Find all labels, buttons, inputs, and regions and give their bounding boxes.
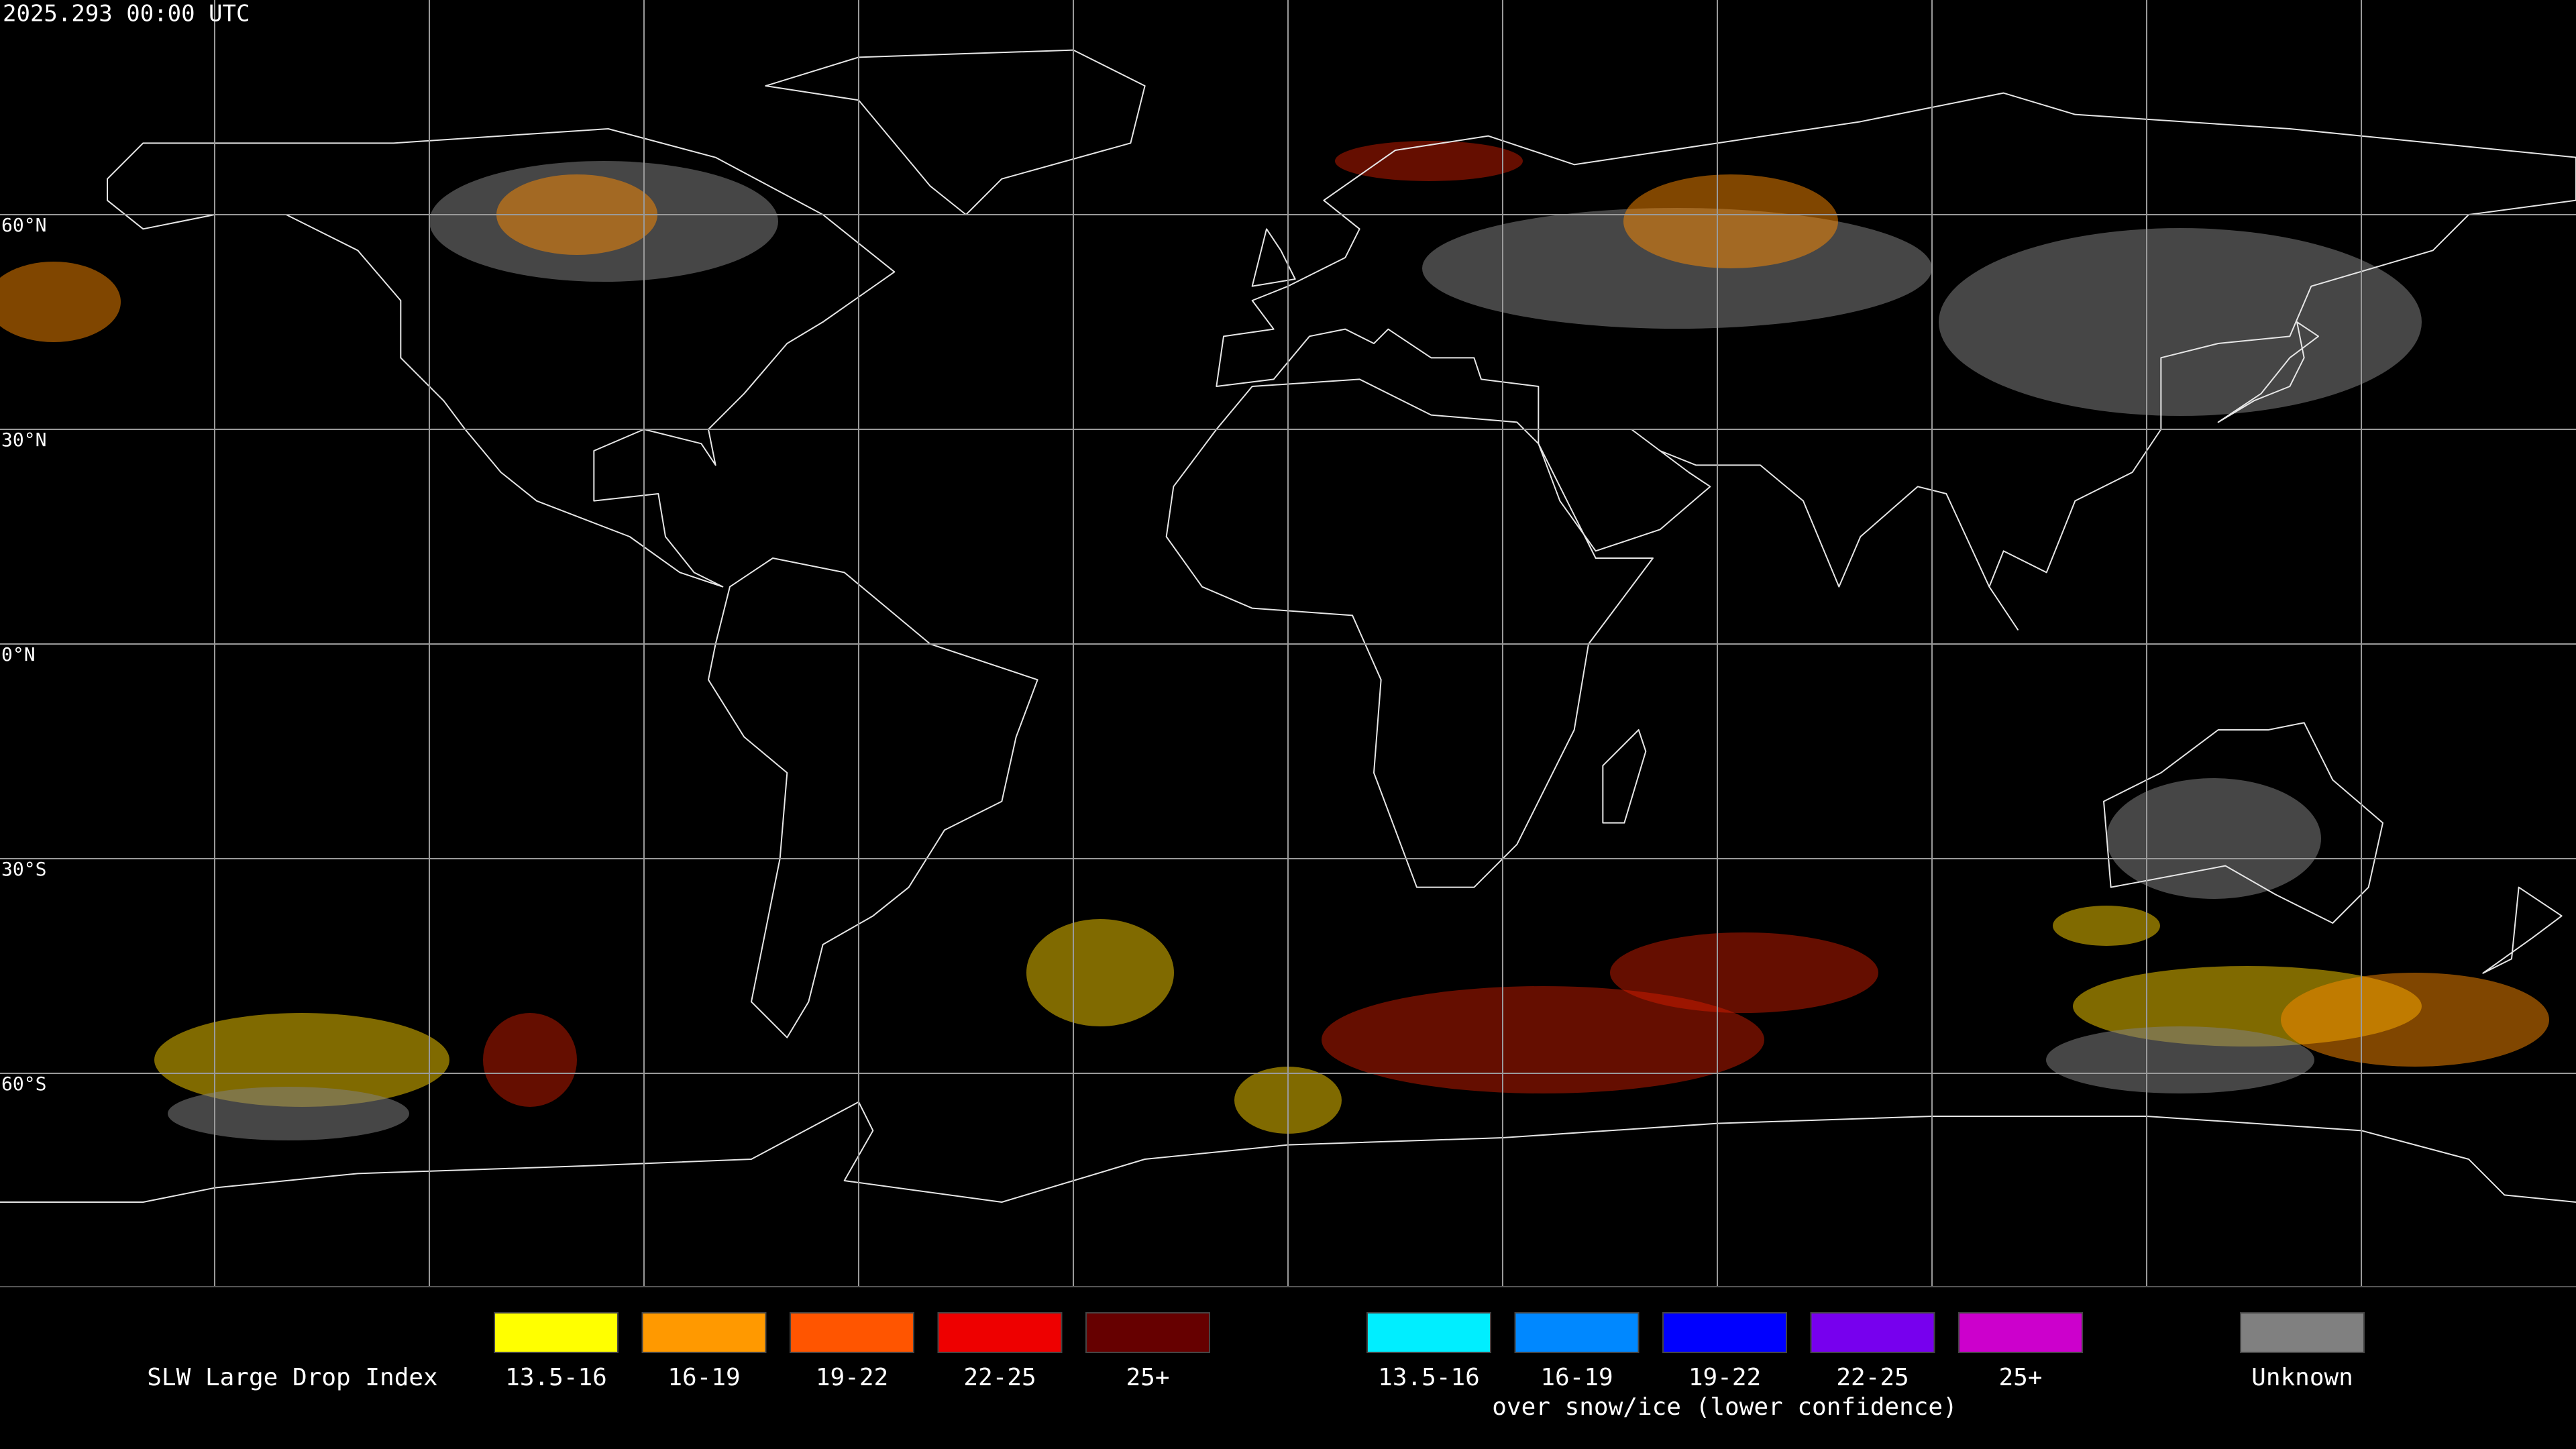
lat-label: 30°S (1, 858, 46, 880)
legend-swatch (1085, 1312, 1210, 1353)
legend-label: 19-22 (1688, 1364, 1761, 1391)
cloud-patch (2053, 906, 2160, 946)
legend-swatch (1810, 1312, 1935, 1353)
legend-title: SLW Large Drop Index (147, 1364, 437, 1391)
cloud-patch (2281, 973, 2549, 1067)
coastline (2218, 322, 2318, 422)
cloud-patch (1610, 932, 1878, 1013)
legend-swatch (1366, 1312, 1491, 1353)
coastline (1252, 229, 1295, 286)
legend-label: 25+ (1126, 1364, 1169, 1391)
legend-label: 13.5-16 (505, 1364, 607, 1391)
legend-label: Unknown (2251, 1364, 2353, 1391)
cloud-patch (2106, 778, 2321, 899)
lat-label: 60°S (1, 1073, 46, 1095)
legend-swatch (494, 1312, 619, 1353)
coastline (2483, 888, 2561, 973)
legend-label: 22-25 (963, 1364, 1036, 1391)
legend-label: 22-25 (1836, 1364, 1909, 1391)
legend-label: 16-19 (667, 1364, 740, 1391)
cloud-patch (168, 1087, 409, 1140)
coastline (708, 558, 1038, 1038)
legend: SLW Large Drop Index over snow/ice (lowe… (147, 1312, 2365, 1421)
cloud-patches (0, 141, 2549, 1140)
cloud-patch (1939, 228, 2422, 416)
legend-swatch (1514, 1312, 1640, 1353)
legend-label: 19-22 (816, 1364, 888, 1391)
legend-swatch (1662, 1312, 1787, 1353)
lat-label: 60°N (1, 214, 46, 236)
coastline (107, 129, 894, 587)
cloud-patch (1322, 986, 1764, 1093)
legend-swatch (937, 1312, 1063, 1353)
cloud-patch (2046, 1026, 2314, 1093)
cloud-patch (1335, 141, 1523, 181)
lat-label: 30°N (1, 429, 46, 451)
timestamp: 2025.293 00:00 UTC (3, 1, 250, 28)
cloud-patch (0, 262, 121, 342)
legend-note: over snow/ice (lower confidence) (1492, 1393, 1957, 1421)
legend-swatch (1958, 1312, 2083, 1353)
legend-swatch (641, 1312, 767, 1353)
legend-swatch (2240, 1312, 2365, 1353)
legend-label: 16-19 (1540, 1364, 1613, 1391)
coastline (1167, 379, 1653, 887)
lat-labels: 60°N 30°N 0°N 30°S 60°S (1, 214, 46, 1095)
cloud-patch (154, 1013, 449, 1107)
cloud-patch (1026, 919, 1174, 1026)
coastline (2104, 722, 2383, 923)
legend-label: 25+ (1998, 1364, 2042, 1391)
cloud-patch (1623, 174, 1838, 268)
legend-swatch (790, 1312, 914, 1353)
coastline (1216, 93, 2576, 630)
legend-label: 13.5-16 (1378, 1364, 1480, 1391)
lat-label: 0°N (1, 643, 36, 665)
coastline (1603, 730, 1646, 823)
coastline (765, 50, 1144, 215)
cloud-patch (483, 1013, 577, 1107)
graticule (0, 0, 2576, 1287)
